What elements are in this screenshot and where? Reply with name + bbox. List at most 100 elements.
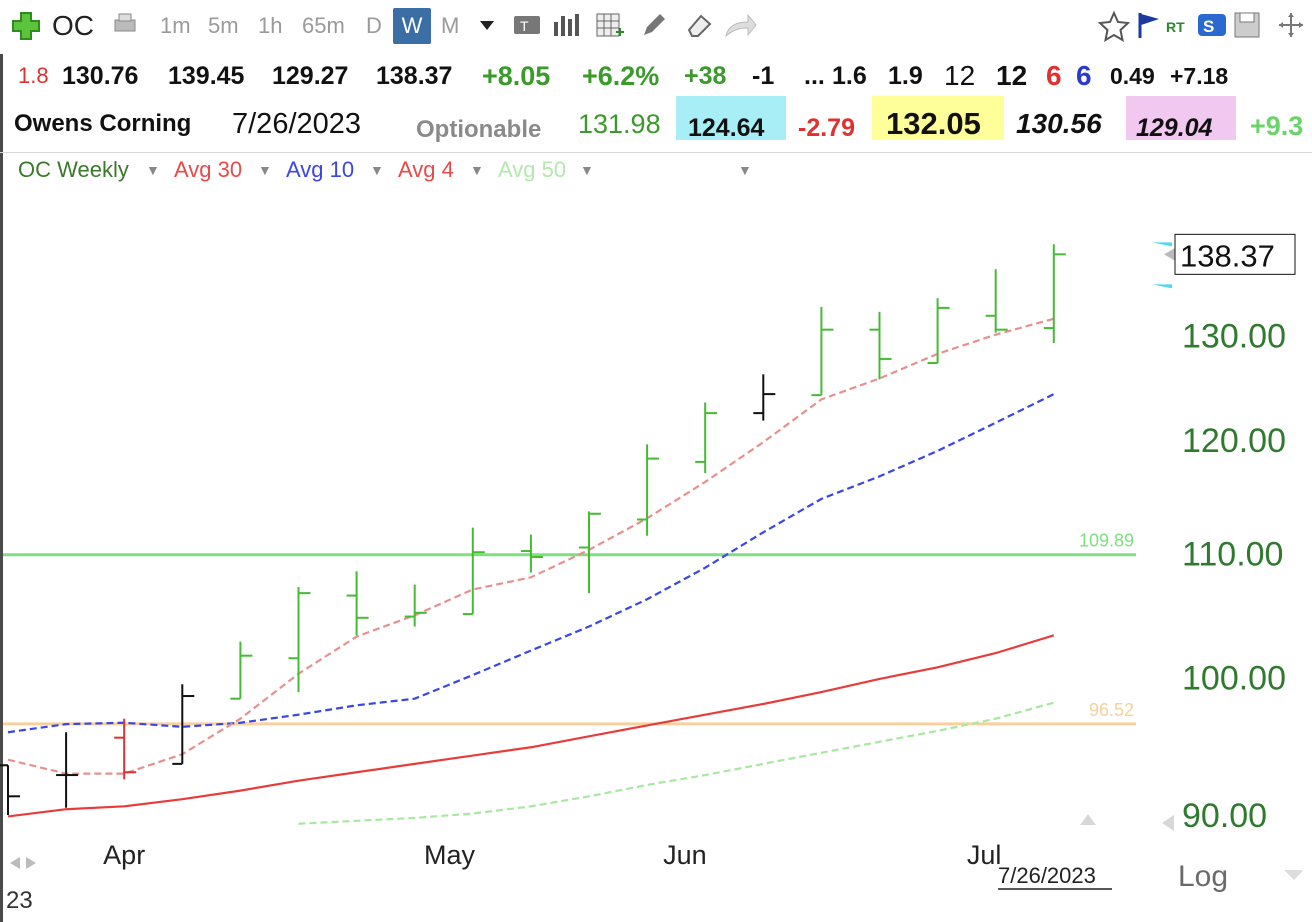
expand-arrows-icon[interactable] [10,857,36,869]
x-month-label: Jun [663,840,707,870]
eraser-icon[interactable] [684,10,714,40]
level-label: 109.89 [1079,531,1134,551]
x-month-label: Apr [103,840,145,870]
price-1: 131.98 [578,109,661,139]
metric-10: +7.18 [1170,63,1229,89]
right-edge [1302,186,1312,922]
metric-ellipsis: ... [804,62,825,90]
company-name: Owens Corning [14,110,192,137]
redo-icon[interactable] [722,10,758,40]
price-6-highlight [1126,96,1236,140]
price-6: 129.04 [1136,114,1213,142]
timeframe-daily[interactable]: D [366,13,382,38]
metric-4: 1.9 [888,62,923,90]
low-price: 129.27 [272,62,349,90]
pencil-icon[interactable] [638,10,668,40]
timeframe-1m[interactable]: 1m [160,13,191,38]
close-price: 138.37 [376,62,453,90]
add-symbol-icon[interactable] [10,10,42,42]
y-tick-label: 90.00 [1182,797,1267,835]
moving-average-line [7,393,1055,734]
scan-icon[interactable]: S [1196,10,1228,40]
cyan-marker [1152,242,1172,247]
quote-row-prices: 1.8 130.76 139.45 129.27 138.37 +8.05 +6… [0,56,1312,96]
price-4: 132.05 [886,106,981,141]
quote-row-company: Owens Corning 7/26/2023 Optionable 131.9… [0,96,1312,144]
chevron-down-icon[interactable]: ▼ [370,162,384,178]
svg-text:RT: RT [1166,19,1185,35]
price-5: 130.56 [1016,108,1102,139]
realtime-icon[interactable]: RT [1164,10,1192,40]
metric-2: -1 [752,62,775,90]
price-chart[interactable]: 109.89 96.52 90.00 100.00 110.00 120.00 130.00… [0,186,1312,922]
scroll-up-icon[interactable] [1080,814,1096,825]
flag-icon[interactable] [1136,10,1164,40]
metric-1: +38 [684,62,727,90]
chevron-down-icon[interactable] [478,18,496,32]
cyan-marker [1152,284,1172,289]
metric-3: 1.6 [832,62,867,90]
timeframe-5m[interactable]: 5m [208,13,239,38]
scroll-left-icon[interactable] [1162,815,1174,831]
volume-ratio: 1.8 [18,63,49,88]
chevron-down-icon[interactable]: ▼ [470,162,484,178]
timeframe-1h[interactable]: 1h [258,13,283,38]
quote-date: 7/26/2023 [232,108,362,140]
svg-text:S: S [1203,17,1214,36]
legend-avg-50[interactable]: Avg 50 [498,157,567,182]
chevron-down-icon[interactable]: ▼ [146,162,160,178]
price-2: 124.64 [688,114,765,142]
timeframe-monthly[interactable]: M [441,13,460,38]
metric-7: 6 [1046,60,1062,91]
y-tick-label: 120.00 [1182,422,1286,460]
high-price: 139.45 [168,62,245,90]
percent-change: +6.2% [582,61,660,91]
price-7: +9.3 [1250,111,1304,141]
star-icon[interactable] [1098,10,1130,42]
save-icon[interactable] [1232,10,1262,40]
y-tick-label: 110.00 [1182,535,1283,573]
calculator-icon[interactable] [594,10,626,42]
legend-oc-weekly[interactable]: OC Weekly [18,157,129,182]
metric-5: 12 [944,60,976,91]
metric-6: 12 [996,60,1028,91]
chevron-down-icon[interactable] [1284,870,1304,880]
chevron-down-icon[interactable]: ▼ [258,162,272,178]
metric-9: 0.49 [1110,63,1155,89]
year-label: 23 [6,887,33,914]
svg-text:T: T [520,18,529,34]
timeframe-weekly[interactable]: W [393,8,431,44]
chevron-down-icon[interactable]: ▼ [580,162,594,178]
optionable-label: Optionable [416,116,542,143]
legend-avg-4[interactable]: Avg 4 [398,157,454,182]
text-tool-icon[interactable]: T [512,10,542,40]
price-4-highlight [872,96,1004,140]
log-scale-toggle: Log [1178,860,1228,893]
x-month-label: May [424,840,476,870]
y-tick-label: 130.00 [1182,318,1286,356]
date-label: 7/26/2023 [998,863,1096,888]
symbol-label[interactable]: OC [52,10,94,41]
bar-chart-icon[interactable] [550,10,580,40]
window-border [0,0,3,922]
timeframe-65m[interactable]: 65m [302,13,345,38]
price-2-highlight [676,96,786,140]
move-icon[interactable] [1276,10,1306,40]
legend-avg-10[interactable]: Avg 10 [286,157,355,182]
moving-average-line [298,701,1055,825]
level-label: 96.52 [1089,700,1134,720]
metric-8: 6 [1076,60,1092,91]
last-price-box [1174,233,1296,275]
price-pointer-icon [1164,247,1176,262]
toolbar: OC 1m 5m 1h 65m D W M T RT S [0,0,1312,54]
price-change: +8.05 [482,61,551,91]
legend-row: OC Weekly ▼ Avg 30 ▼ Avg 10 ▼ Avg 4 ▼ Av… [0,152,1312,187]
y-tick-label: 100.00 [1182,660,1286,698]
legend-avg-30[interactable]: Avg 30 [174,157,243,182]
open-price: 130.76 [62,62,139,90]
price-3: -2.79 [798,114,855,142]
last-price-label: 138.37 [1180,238,1275,273]
print-icon[interactable] [110,10,140,40]
chevron-down-icon[interactable]: ▼ [738,162,752,178]
